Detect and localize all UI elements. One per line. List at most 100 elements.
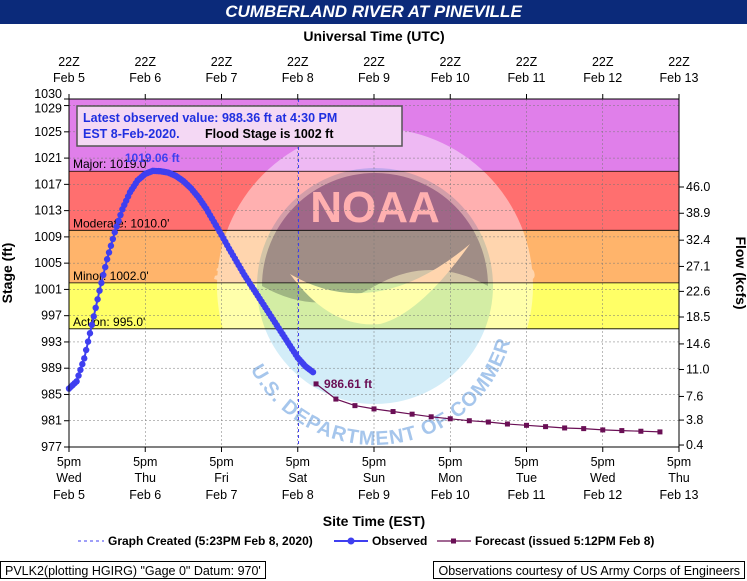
peak-value-label: 1019.06 ft bbox=[125, 151, 180, 165]
observed-point bbox=[88, 321, 96, 329]
bottom-tick-label: 5pm bbox=[514, 455, 538, 469]
bottom-tick-label: 5pm bbox=[209, 455, 233, 469]
top-tick-label: Feb 12 bbox=[583, 71, 622, 85]
observed-point bbox=[109, 235, 117, 243]
observed-point bbox=[79, 360, 86, 368]
stage-label: Moderate: 1010.0' bbox=[73, 216, 169, 230]
observed-point bbox=[107, 242, 115, 249]
top-tick-label: 22Z bbox=[516, 55, 538, 69]
top-tick-label: 22Z bbox=[211, 55, 233, 69]
forecast-point bbox=[409, 411, 415, 417]
bottom-tick-label: 5pm bbox=[667, 455, 691, 469]
forecast-point bbox=[524, 422, 529, 428]
bottom-tick-label: 5pm bbox=[57, 455, 81, 469]
forecast-point bbox=[504, 421, 510, 427]
top-tick-label: Feb 11 bbox=[508, 71, 546, 85]
y-tick-label: 1013 bbox=[34, 204, 62, 218]
observed-point bbox=[84, 338, 92, 345]
observed-point bbox=[92, 304, 99, 311]
bottom-tick-label: Feb 6 bbox=[129, 488, 161, 502]
y2-tick-label: 27.1 bbox=[686, 259, 710, 273]
observed-point bbox=[309, 368, 317, 376]
top-tick-label: Feb 8 bbox=[282, 71, 314, 85]
y2-axis-title: Flow (kcfs) bbox=[733, 236, 747, 309]
y2-tick-label: 14.6 bbox=[686, 337, 710, 351]
y-tick-label: 993 bbox=[41, 335, 62, 349]
bottom-tick-label: Feb 10 bbox=[431, 488, 470, 502]
y-tick-label: 1025 bbox=[34, 125, 62, 139]
top-tick-label: 22Z bbox=[363, 55, 385, 69]
forecast-point bbox=[313, 381, 319, 387]
observed-point bbox=[117, 211, 124, 219]
observed-point bbox=[115, 217, 122, 224]
forecast-point bbox=[428, 414, 434, 420]
legend-observed-marker bbox=[347, 537, 355, 545]
legend-observed-label: Observed bbox=[372, 534, 427, 548]
y-tick-label: 997 bbox=[41, 309, 62, 323]
forecast-point bbox=[447, 416, 453, 422]
bottom-tick-label: Feb 12 bbox=[583, 488, 622, 502]
observed-point bbox=[94, 296, 101, 303]
legend-created-label: Graph Created (5:23PM Feb 8, 2020) bbox=[108, 534, 313, 548]
observed-point bbox=[102, 263, 109, 271]
observed-point bbox=[105, 249, 113, 256]
top-tick-label: 22Z bbox=[668, 55, 690, 69]
y-tick-label: 1017 bbox=[34, 177, 62, 191]
y-tick-label: 981 bbox=[41, 414, 62, 428]
y-tick-label: 1030 bbox=[34, 87, 62, 101]
forecast-point bbox=[371, 406, 377, 412]
bottom-tick-label: Feb 8 bbox=[282, 488, 314, 502]
top-tick-label: Feb 10 bbox=[431, 71, 470, 85]
observed-point bbox=[98, 279, 105, 287]
observed-point bbox=[75, 372, 82, 379]
info-latest-value: Latest observed value: 988.36 ft at 4:30… bbox=[83, 111, 337, 125]
top-tick-label: 22Z bbox=[439, 55, 461, 69]
y2-tick-label: 7.6 bbox=[686, 389, 703, 403]
y-tick-label: 1009 bbox=[34, 230, 62, 244]
seal-bird-wing bbox=[290, 244, 470, 325]
bottom-tick-label: Sat bbox=[288, 471, 307, 485]
seal-bird-upper bbox=[262, 173, 488, 303]
top-tick-label: Feb 9 bbox=[358, 71, 390, 85]
top-tick-label: Feb 7 bbox=[206, 71, 238, 85]
y2-tick-label: 32.4 bbox=[686, 233, 710, 247]
last-value-label: 986.61 ft bbox=[324, 377, 372, 391]
forecast-point bbox=[485, 419, 491, 425]
y2-tick-label: 38.9 bbox=[686, 206, 710, 220]
stage-label: Action: 995.0' bbox=[73, 315, 145, 329]
y-tick-label: 1001 bbox=[34, 282, 62, 296]
legend-forecast-label: Forecast (issued 5:12PM Feb 8) bbox=[475, 534, 654, 548]
observed-point bbox=[100, 271, 107, 279]
info-flood-stage: Flood Stage is 1002 ft bbox=[205, 127, 334, 141]
y-tick-label: 1021 bbox=[34, 151, 62, 165]
x-axis-title: Site Time (EST) bbox=[323, 513, 425, 529]
top-tick-label: 22Z bbox=[58, 55, 80, 69]
bottom-tick-label: 5pm bbox=[133, 455, 157, 469]
forecast-point bbox=[581, 426, 587, 432]
footer-datum-note: PVLK2(plotting HGIRG) "Gage 0" Datum: 97… bbox=[0, 561, 266, 579]
chart-title: CUMBERLAND RIVER AT PINEVILLE bbox=[0, 0, 747, 24]
top-tick-label: Feb 5 bbox=[53, 71, 85, 85]
bottom-tick-label: 5pm bbox=[438, 455, 462, 469]
observed-point bbox=[82, 346, 90, 354]
y-tick-label: 977 bbox=[41, 440, 62, 454]
bottom-tick-label: Feb 9 bbox=[358, 488, 390, 502]
observed-point bbox=[113, 223, 120, 230]
y2-tick-label: 46.0 bbox=[686, 180, 710, 194]
bottom-tick-label: Wed bbox=[56, 471, 82, 485]
bottom-tick-label: Mon bbox=[438, 471, 462, 485]
y2-tick-label: 18.5 bbox=[686, 310, 710, 324]
bottom-tick-label: Feb 7 bbox=[206, 488, 238, 502]
y-tick-label: 989 bbox=[41, 361, 62, 375]
info-box bbox=[76, 105, 403, 147]
bottom-tick-label: Feb 5 bbox=[53, 488, 85, 502]
y2-tick-label: 11.0 bbox=[686, 363, 709, 377]
observed-point bbox=[111, 229, 118, 236]
legend-forecast-marker bbox=[451, 538, 456, 544]
y2-tick-label: 22.6 bbox=[686, 284, 710, 298]
y-tick-label: 985 bbox=[41, 387, 62, 401]
y2-tick-label: 0.4 bbox=[686, 438, 703, 452]
forecast-point bbox=[543, 424, 549, 430]
seal-outer-ring bbox=[217, 128, 533, 444]
